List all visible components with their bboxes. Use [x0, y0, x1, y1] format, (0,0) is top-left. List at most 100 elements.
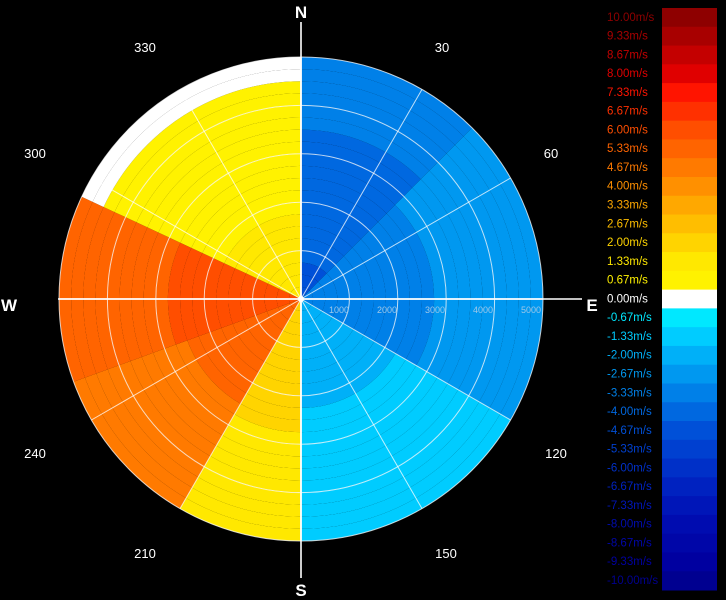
velocity-gate — [210, 445, 301, 481]
velocity-gate — [224, 214, 301, 269]
colorbar-label: 8.00m/s — [607, 68, 648, 80]
azimuth-label-210: 210 — [134, 546, 156, 561]
azimuth-spoke — [300, 298, 423, 509]
velocity-gate — [240, 393, 301, 420]
velocity-gate — [301, 117, 430, 180]
velocity-gate — [429, 162, 495, 396]
colorbar-swatch — [662, 270, 717, 291]
velocity-gate — [216, 435, 301, 469]
colorbar-label: -4.00m/s — [607, 406, 652, 418]
azimuth-label-300: 300 — [24, 146, 46, 161]
velocity-gate — [155, 237, 181, 349]
colorbar-swatch — [662, 195, 717, 216]
colorbar-label: 2.67m/s — [607, 218, 648, 230]
range-label-2000: 2000 — [377, 305, 397, 315]
colorbar-swatch — [662, 176, 717, 197]
velocity-gate — [71, 201, 104, 378]
velocity-gate — [343, 247, 374, 336]
velocity-gate — [301, 178, 387, 222]
velocity-gate — [301, 341, 385, 396]
colorbar-swatch — [662, 458, 717, 478]
velocity-gate — [235, 226, 301, 274]
azimuth-label-150: 150 — [435, 546, 457, 561]
velocity-gate — [378, 213, 422, 360]
velocity-gate — [153, 348, 229, 436]
velocity-sector — [58, 196, 301, 382]
range-label-4000: 4000 — [473, 305, 493, 315]
velocity-gate — [301, 153, 404, 205]
velocity-gate — [141, 352, 223, 446]
velocity-gate — [318, 273, 338, 318]
azimuth-label-120: 120 — [545, 446, 567, 461]
velocity-gate — [114, 93, 302, 218]
velocity-gate — [301, 359, 417, 433]
colorbar-swatch — [662, 327, 717, 347]
colorbar-swatch — [662, 120, 717, 140]
velocity-gate — [301, 329, 364, 372]
colorbar-label: 8.67m/s — [607, 49, 648, 61]
velocity-gate — [180, 165, 301, 248]
velocity-gate — [119, 222, 148, 362]
cardinal-north-label: N — [295, 3, 307, 22]
velocity-gate — [412, 179, 471, 384]
velocity-gate — [301, 413, 511, 541]
colorbar-label: -3.33m/s — [607, 387, 652, 399]
velocity-gate — [198, 332, 253, 394]
colorbar-label: 7.33m/s — [607, 87, 648, 99]
velocity-gate — [420, 170, 483, 390]
velocity-gate — [276, 330, 301, 348]
cardinal-west-label: W — [1, 296, 18, 315]
velocity-gate — [301, 347, 396, 408]
velocity-gate — [58, 196, 93, 382]
velocity-gate — [147, 129, 301, 233]
velocity-gate — [228, 414, 301, 445]
colorbar-label: 6.67m/s — [607, 106, 648, 118]
velocity-gate — [301, 238, 344, 265]
velocity-gate — [301, 202, 370, 240]
radar-site-marker — [298, 296, 304, 302]
azimuth-spoke — [179, 298, 302, 509]
velocity-gate — [326, 264, 350, 324]
velocity-gate — [301, 69, 464, 145]
velocity-gate — [290, 286, 301, 299]
velocity-gate — [83, 206, 115, 374]
colorbar-swatch — [662, 421, 717, 441]
velocity-gate — [301, 401, 490, 517]
colorbar-swatch — [662, 571, 717, 591]
velocity-gate — [210, 327, 259, 383]
colorbar-label: -6.67m/s — [607, 481, 652, 493]
velocity-gate — [301, 190, 379, 231]
velocity-gate — [164, 344, 235, 425]
velocity-gate — [258, 361, 301, 384]
colorbar-swatch — [662, 26, 717, 47]
velocity-gate — [96, 369, 199, 488]
colorbar-label: 3.33m/s — [607, 200, 648, 212]
colorbar-label: -10.00m/s — [607, 575, 658, 587]
velocity-field — [58, 57, 543, 541]
velocity-gate — [204, 456, 301, 493]
colorbar-swatch — [662, 439, 717, 460]
colorbar-swatch — [662, 252, 717, 272]
velocity-gate — [288, 309, 301, 324]
velocity-gate — [301, 81, 456, 154]
colorbar-swatch — [662, 45, 717, 65]
velocity-gate — [270, 340, 301, 360]
range-label-3000: 3000 — [425, 305, 445, 315]
velocity-gate — [136, 117, 301, 228]
velocity-gate — [309, 281, 326, 312]
azimuth-spoke — [300, 298, 511, 421]
colorbar-swatch — [662, 364, 717, 384]
colorbar-label: -7.33m/s — [607, 500, 652, 512]
colorbar-label: 5.33m/s — [607, 143, 648, 155]
colorbar-swatch — [662, 233, 717, 253]
colorbar-swatch — [662, 477, 717, 497]
velocity-gate — [257, 250, 301, 284]
velocity-gate — [301, 407, 501, 529]
velocity-gate — [130, 356, 217, 457]
colorbar-swatch — [662, 214, 717, 234]
velocity-gate — [187, 336, 247, 404]
velocity-gate — [301, 305, 322, 324]
velocity-gate — [158, 141, 301, 238]
velocity-gate — [175, 340, 241, 415]
colorbar-swatch — [662, 64, 717, 84]
